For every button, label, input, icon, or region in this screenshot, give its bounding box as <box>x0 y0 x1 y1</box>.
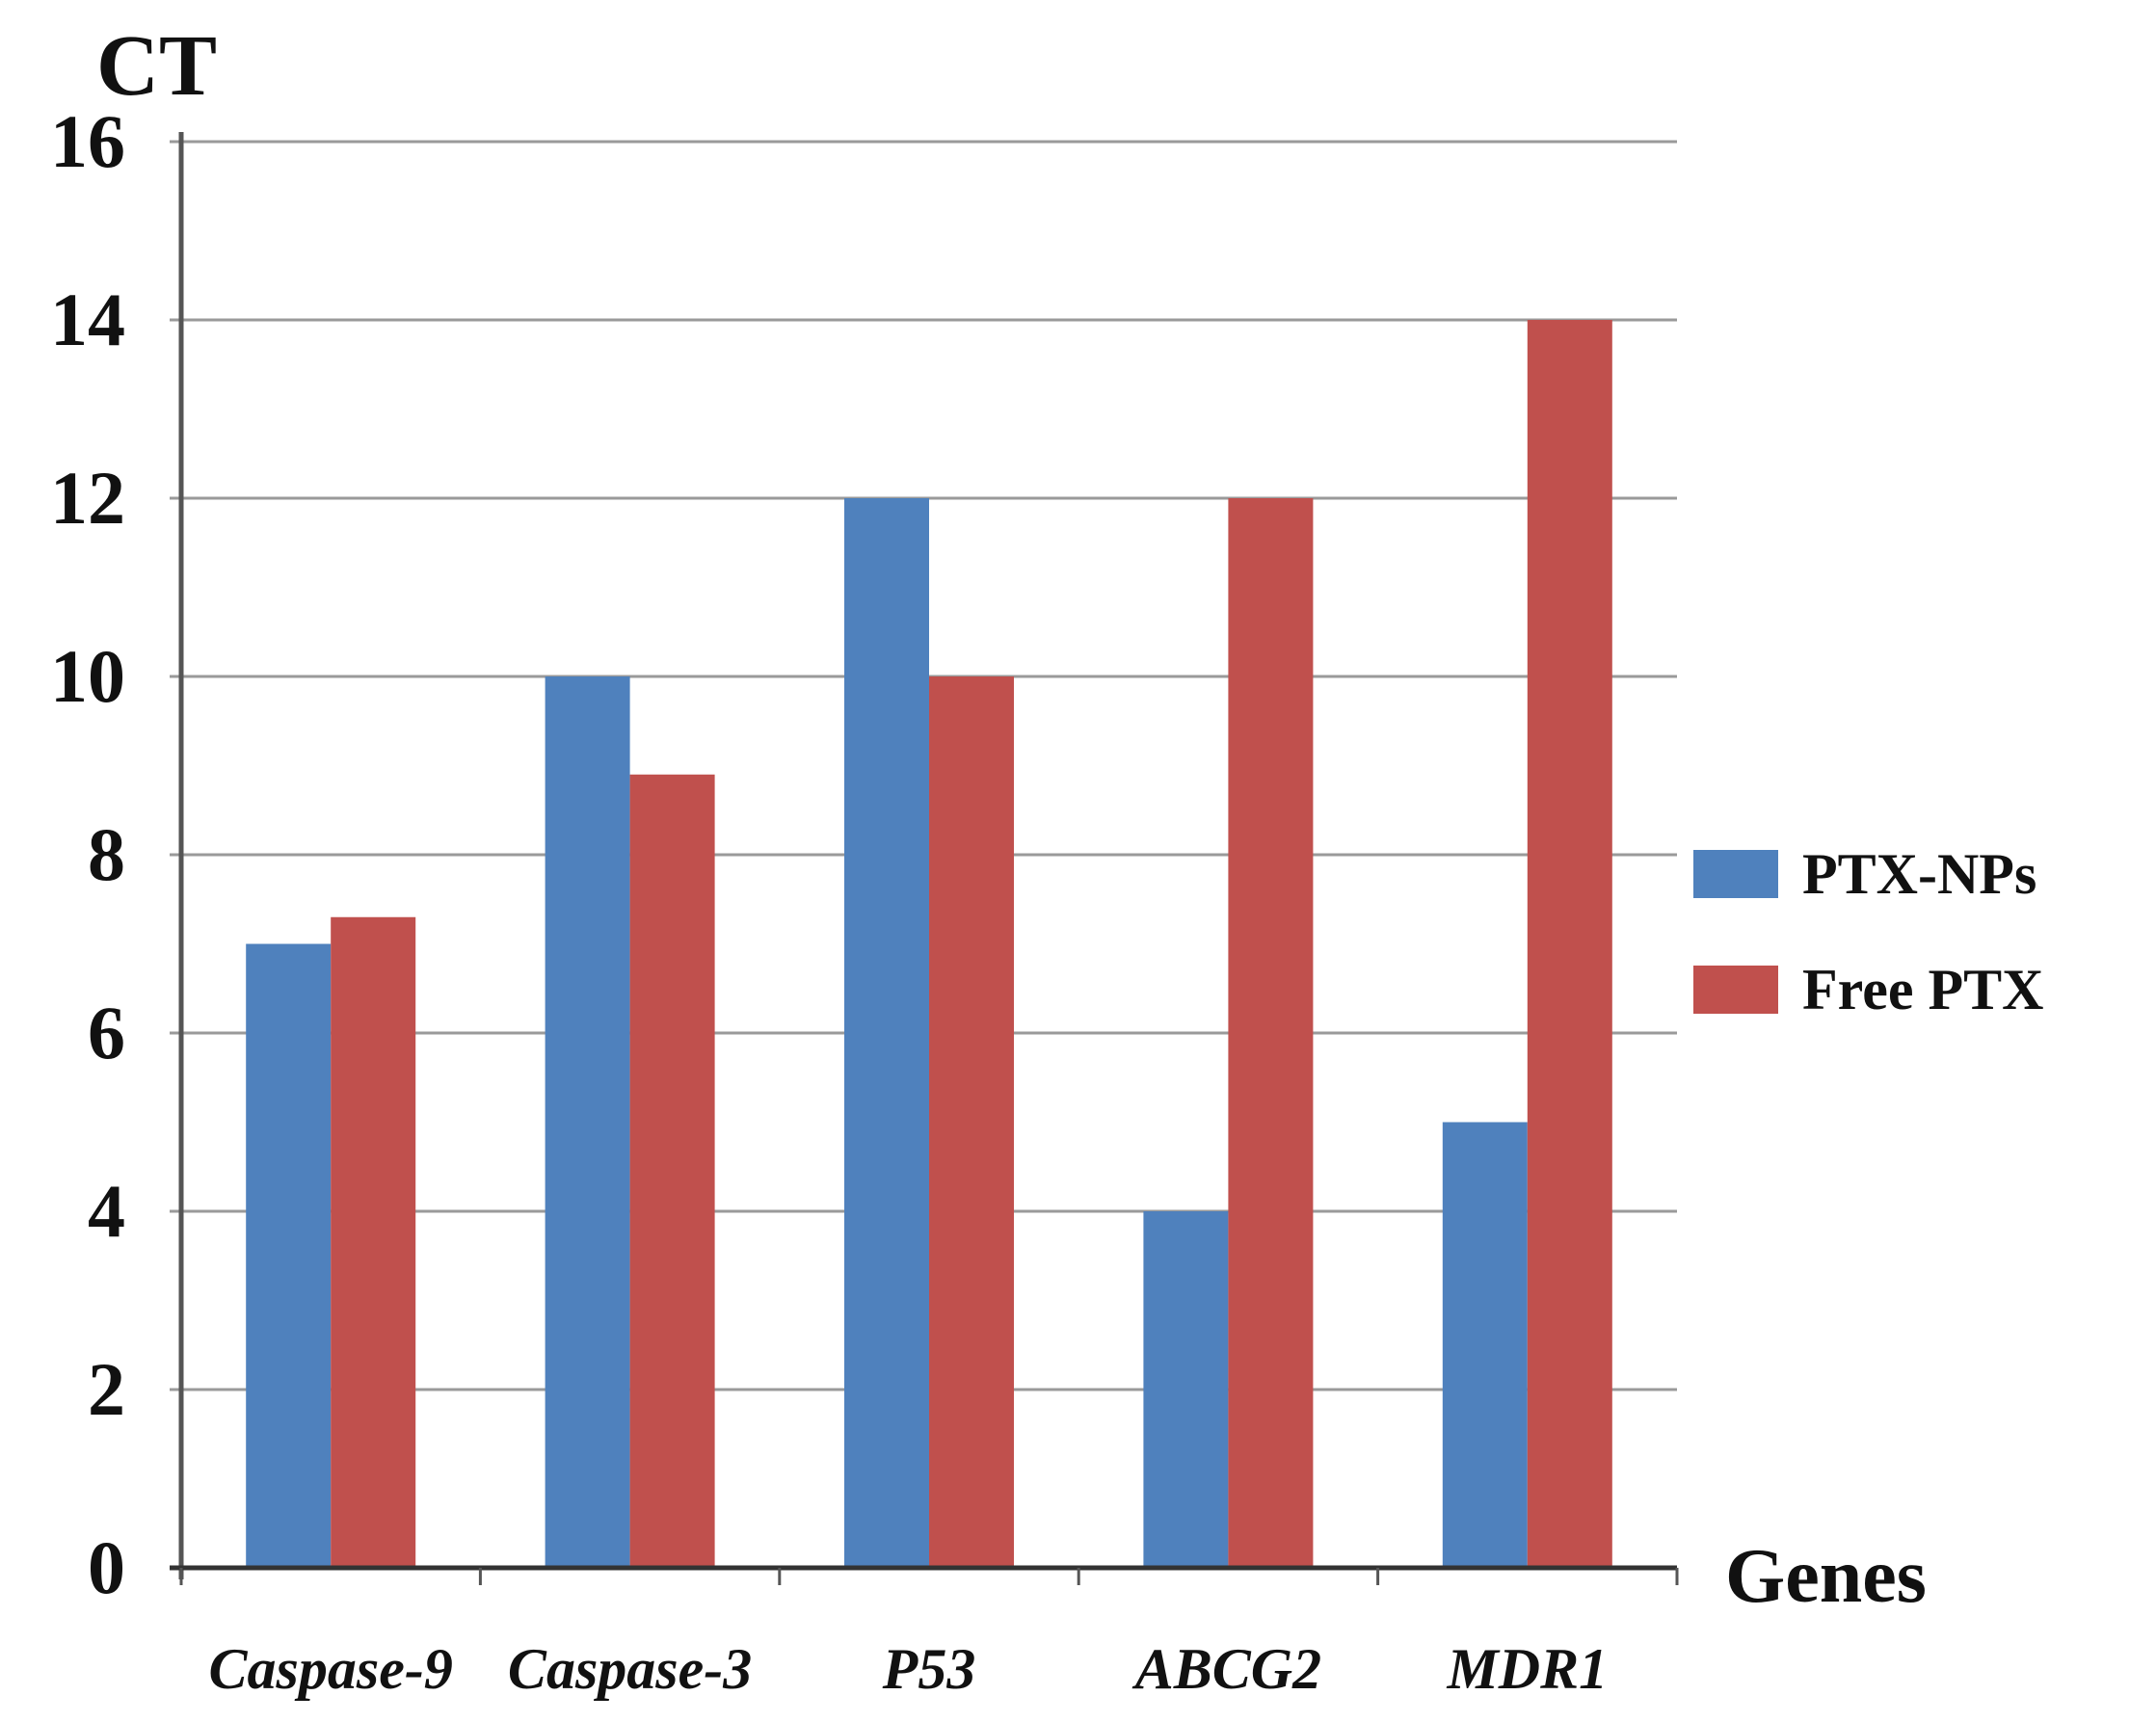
y-axis-label: CT <box>96 18 217 114</box>
legend-label: Free PTX <box>1802 958 2043 1021</box>
legend-swatch <box>1693 966 1778 1014</box>
y-tick-label: 14 <box>50 278 125 361</box>
y-tick-label: 2 <box>88 1347 125 1431</box>
legend-swatch <box>1693 850 1778 898</box>
bar-ptx-nps-mdr1 <box>1442 1122 1528 1568</box>
y-tick-labels: 0 2 4 6 8 10 12 14 16 <box>50 99 125 1609</box>
category-labels: Caspase-9 Caspase-3 P53 ABCG2 MDR1 <box>209 1637 1609 1701</box>
legend-label: PTX-NPs <box>1802 842 2036 906</box>
bar-ptx-nps-abcg2 <box>1143 1211 1229 1568</box>
x-axis-label: Genes <box>1725 1534 1927 1619</box>
y-tick-label: 6 <box>88 991 125 1074</box>
axes <box>170 132 1679 1585</box>
bar-free-ptx-mdr1 <box>1527 320 1612 1568</box>
bar-ptx-nps-caspase-3 <box>545 676 630 1568</box>
y-tick-label: 16 <box>50 99 125 183</box>
bar-free-ptx-abcg2 <box>1228 498 1314 1568</box>
bar-ptx-nps-caspase-9 <box>246 943 332 1568</box>
category-label: Caspase-9 <box>209 1637 453 1701</box>
category-label: ABCG2 <box>1131 1637 1321 1701</box>
y-tick-label: 0 <box>88 1525 125 1609</box>
bar-free-ptx-caspase-9 <box>331 916 416 1568</box>
legend: PTX-NPs Free PTX <box>1693 842 2043 1021</box>
category-label: MDR1 <box>1446 1637 1608 1701</box>
y-tick-label: 8 <box>88 812 125 896</box>
y-tick-label: 10 <box>50 634 125 718</box>
category-label: P53 <box>882 1637 976 1701</box>
bars <box>246 320 1612 1568</box>
category-label: Caspase-3 <box>508 1637 752 1701</box>
bar-ptx-nps-p53 <box>844 498 929 1568</box>
y-tick-label: 4 <box>88 1169 125 1253</box>
bar-free-ptx-p53 <box>929 676 1014 1568</box>
y-tick-label: 12 <box>50 456 125 540</box>
bar-free-ptx-caspase-3 <box>629 774 715 1568</box>
